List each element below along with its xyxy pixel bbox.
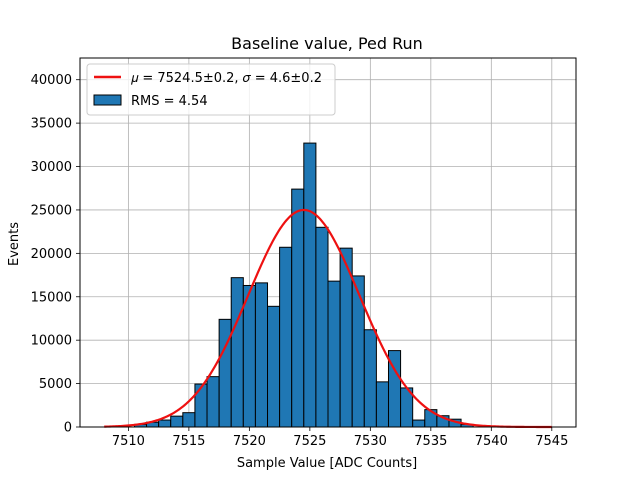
histogram-bar — [254, 282, 269, 428]
axis-ticks: 7510 7515 7520 7525 7530 7535 7540 7545 0 5000 100… — [31, 73, 569, 449]
histogram-bar — [351, 275, 365, 428]
histogram-bar — [158, 419, 172, 428]
x-tick-label: 7540 — [475, 434, 508, 449]
x-tick-label: 7520 — [233, 434, 266, 449]
axes-frame — [79, 57, 577, 428]
y-tick-label: 25000 — [31, 203, 72, 218]
histogram-bar — [267, 305, 281, 428]
histogram-bar — [303, 142, 317, 428]
histogram-bar — [412, 419, 426, 428]
x-tick-label: 7515 — [172, 434, 205, 449]
y-tick-label: 5000 — [39, 377, 72, 392]
histogram-bar — [218, 318, 232, 428]
x-tick-label: 7525 — [293, 434, 326, 449]
legend-rms-label: RMS = 4.54 — [131, 94, 208, 109]
histogram-bar — [194, 383, 208, 428]
histogram-bar — [315, 226, 329, 428]
legend-box — [86, 63, 336, 116]
x-tick-label: 7535 — [414, 434, 447, 449]
histogram-bar — [206, 376, 220, 428]
x-tick-label: 7545 — [535, 434, 568, 449]
histogram-bar — [170, 415, 184, 428]
histogram-bar — [230, 277, 244, 428]
y-tick-label: 20000 — [31, 247, 72, 262]
y-tick-label: 35000 — [31, 117, 72, 132]
y-tick-label: 40000 — [31, 73, 72, 88]
histogram-bar — [279, 246, 293, 428]
legend-fit-label: 𝜇 = 7524.5±0.2, 𝜎 = 4.6±0.2 — [131, 71, 322, 86]
x-tick-label: 7530 — [354, 434, 387, 449]
legend-fit-sigma: 𝜎 = 4.6±0.2 — [243, 71, 322, 86]
x-tick-label: 7510 — [112, 434, 145, 449]
legend: 𝜇 = 7524.5±0.2, 𝜎 = 4.6±0.2 RMS = 4.54 — [86, 63, 336, 116]
histogram-bar — [291, 188, 305, 428]
chart-title: Baseline value, Ped Run — [231, 34, 423, 53]
y-tick-label: 0 — [64, 421, 72, 436]
gaussian-fit — [104, 208, 552, 429]
y-axis-label: Events — [7, 222, 22, 266]
legend-fit-mu: 𝜇 = 7524.5±0.2, — [131, 71, 243, 86]
histogram-bar — [363, 329, 377, 428]
x-axis-label: Sample Value [ADC Counts] — [237, 456, 417, 471]
histogram-bar — [327, 280, 341, 428]
histogram-bar — [375, 381, 389, 428]
histogram-bar — [182, 412, 196, 428]
y-tick-label: 15000 — [31, 290, 72, 305]
legend-histogram-patch — [93, 94, 122, 106]
y-tick-label: 30000 — [31, 160, 72, 175]
histogram-bar — [242, 284, 256, 428]
fit-curve — [104, 208, 552, 429]
y-tick-label: 10000 — [31, 334, 72, 349]
